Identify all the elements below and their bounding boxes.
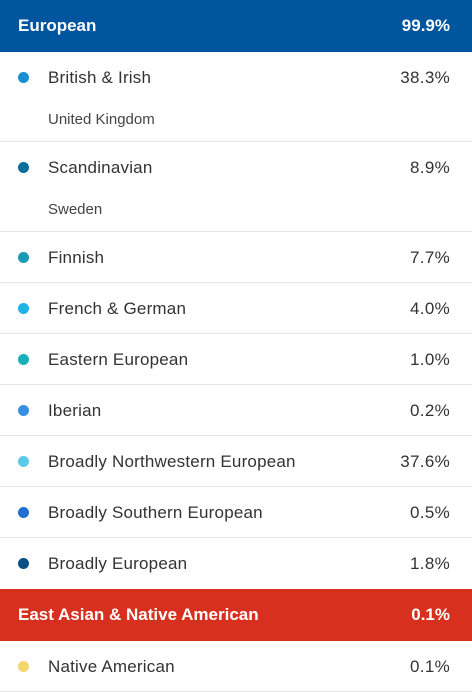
- region-percent: 0.1%: [410, 656, 450, 676]
- region-row-broadly-southern-european[interactable]: Broadly Southern European 0.5%: [0, 487, 472, 538]
- region-name: French & German: [48, 298, 187, 318]
- region-row-finnish[interactable]: Finnish 7.7%: [0, 232, 472, 283]
- region-row-french-german[interactable]: French & German 4.0%: [0, 283, 472, 334]
- region-row-british-irish[interactable]: British & Irish 38.3% United Kingdom: [0, 52, 472, 142]
- color-dot-icon: [18, 405, 29, 416]
- region-country[interactable]: Sweden: [48, 201, 103, 218]
- region-name: British & Irish: [48, 67, 152, 87]
- group-name: East Asian & Native American: [18, 605, 259, 624]
- group-percent: 0.1%: [411, 605, 450, 624]
- region-percent: 1.8%: [410, 553, 450, 573]
- group-header-european[interactable]: European 99.9%: [0, 0, 472, 52]
- region-name: Broadly Southern European: [48, 502, 263, 522]
- region-percent: 0.5%: [410, 502, 450, 522]
- region-percent: 1.0%: [410, 349, 450, 369]
- region-row-eastern-european[interactable]: Eastern European 1.0%: [0, 334, 472, 385]
- color-dot-icon: [18, 456, 29, 467]
- region-percent: 38.3%: [400, 67, 450, 87]
- region-name: Iberian: [48, 400, 102, 420]
- region-name: Eastern European: [48, 349, 189, 369]
- color-dot-icon: [18, 558, 29, 569]
- color-dot-icon: [18, 72, 29, 83]
- group-percent: 99.9%: [401, 16, 450, 35]
- color-dot-icon: [18, 252, 29, 263]
- group-header-east-asian-native-american[interactable]: East Asian & Native American 0.1%: [0, 589, 472, 641]
- color-dot-icon: [18, 507, 29, 518]
- color-dot-icon: [18, 303, 29, 314]
- color-dot-icon: [18, 661, 29, 672]
- region-name: Broadly Northwestern European: [48, 451, 296, 471]
- group-name: European: [18, 16, 97, 35]
- region-percent: 4.0%: [410, 298, 450, 318]
- color-dot-icon: [18, 354, 29, 365]
- region-row-scandinavian[interactable]: Scandinavian 8.9% Sweden: [0, 142, 472, 232]
- color-dot-icon: [18, 162, 29, 173]
- region-percent: 8.9%: [410, 157, 450, 177]
- region-percent: 0.2%: [410, 400, 450, 420]
- region-percent: 7.7%: [410, 247, 450, 267]
- region-name: Finnish: [48, 247, 105, 267]
- region-row-broadly-northwestern-european[interactable]: Broadly Northwestern European 37.6%: [0, 436, 472, 487]
- region-percent: 37.6%: [400, 451, 450, 471]
- region-name: Broadly European: [48, 553, 188, 573]
- region-row-iberian[interactable]: Iberian 0.2%: [0, 385, 472, 436]
- region-name: Native American: [48, 656, 175, 676]
- region-country[interactable]: United Kingdom: [48, 111, 155, 128]
- region-name: Scandinavian: [48, 157, 153, 177]
- region-row-native-american[interactable]: Native American 0.1%: [0, 641, 472, 692]
- region-row-broadly-european[interactable]: Broadly European 1.8%: [0, 538, 472, 589]
